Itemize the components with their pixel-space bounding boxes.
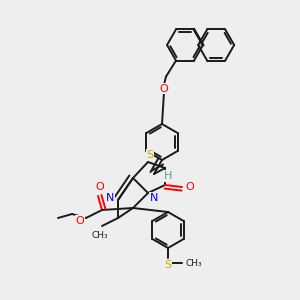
Text: S: S	[146, 150, 154, 160]
Text: N: N	[106, 193, 114, 203]
Text: CH₃: CH₃	[186, 259, 202, 268]
Text: H: H	[164, 171, 172, 181]
Text: O: O	[76, 216, 84, 226]
Text: O: O	[186, 182, 194, 192]
Text: S: S	[164, 260, 172, 270]
Text: O: O	[160, 84, 168, 94]
Text: O: O	[96, 182, 104, 192]
Text: CH₃: CH₃	[92, 232, 108, 241]
Text: N: N	[150, 193, 158, 203]
